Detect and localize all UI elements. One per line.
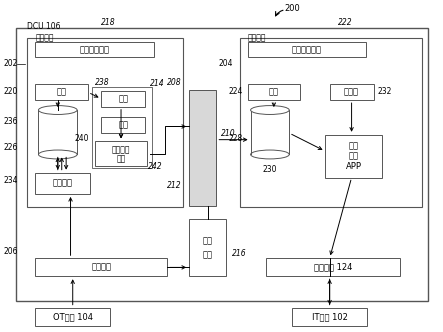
Text: 230: 230	[262, 165, 277, 174]
Text: 接收机器: 接收机器	[248, 33, 266, 42]
Text: 收发机: 收发机	[344, 88, 359, 97]
Text: 装置: 装置	[203, 250, 213, 259]
Bar	[330, 84, 373, 100]
Bar	[35, 307, 110, 326]
Text: 212: 212	[167, 181, 182, 190]
Text: 220: 220	[3, 87, 18, 96]
Text: 单向接口: 单向接口	[91, 263, 111, 272]
Text: 234: 234	[3, 176, 18, 185]
Text: 模块: 模块	[117, 155, 126, 164]
Bar	[240, 38, 422, 207]
Bar	[35, 173, 90, 194]
Text: 232: 232	[378, 87, 392, 96]
Ellipse shape	[251, 150, 289, 159]
Text: 204: 204	[218, 59, 233, 68]
Text: 222: 222	[338, 18, 352, 27]
Text: 数据: 数据	[349, 142, 359, 151]
Ellipse shape	[39, 106, 77, 115]
Bar	[189, 219, 226, 276]
Bar	[93, 87, 152, 168]
Bar	[248, 84, 300, 100]
Text: 202: 202	[3, 59, 18, 68]
Bar	[248, 42, 366, 57]
Text: 224: 224	[229, 87, 243, 96]
Text: 多向端口 124: 多向端口 124	[314, 263, 352, 272]
Text: 散列: 散列	[118, 94, 128, 103]
Bar	[16, 28, 428, 301]
Bar	[101, 117, 145, 133]
Text: 200: 200	[284, 4, 300, 13]
Text: 242: 242	[148, 161, 163, 171]
Text: 固件: 固件	[57, 88, 67, 97]
Text: 硬件安全: 硬件安全	[112, 145, 130, 154]
Text: 引导加载程序: 引导加载程序	[292, 45, 322, 54]
Text: 206: 206	[3, 247, 18, 256]
Text: 240: 240	[74, 133, 89, 142]
Bar	[39, 110, 77, 154]
Text: DCU 106: DCU 106	[27, 22, 60, 31]
Ellipse shape	[251, 106, 289, 115]
Text: 216: 216	[232, 249, 246, 258]
Bar	[95, 141, 148, 166]
Text: IT网络 102: IT网络 102	[312, 312, 348, 321]
Text: 226: 226	[3, 143, 18, 152]
Bar	[325, 135, 382, 178]
Text: 引导加载程序: 引导加载程序	[80, 45, 110, 54]
Text: 238: 238	[95, 78, 110, 87]
Text: 监视: 监视	[203, 236, 213, 245]
Bar	[35, 42, 154, 57]
Text: 时钟: 时钟	[118, 121, 128, 130]
Text: 208: 208	[167, 78, 182, 87]
Text: 210: 210	[221, 128, 236, 137]
Text: 228: 228	[229, 133, 243, 142]
Text: 固件: 固件	[269, 88, 279, 97]
Text: 214: 214	[150, 79, 164, 88]
Ellipse shape	[39, 150, 77, 159]
Bar	[266, 258, 400, 276]
Bar	[35, 258, 167, 276]
Text: 数据处理: 数据处理	[53, 179, 73, 188]
Text: 236: 236	[3, 117, 18, 126]
Text: OT网络 104: OT网络 104	[53, 312, 93, 321]
Text: 发送机器: 发送机器	[35, 33, 54, 42]
Bar	[35, 84, 88, 100]
Text: 管理: 管理	[349, 152, 359, 161]
Text: 218: 218	[101, 18, 115, 27]
Bar	[101, 91, 145, 107]
Bar	[189, 90, 216, 206]
Bar	[292, 307, 367, 326]
Text: APP: APP	[346, 162, 362, 171]
Bar	[251, 110, 289, 154]
Bar	[27, 38, 183, 207]
